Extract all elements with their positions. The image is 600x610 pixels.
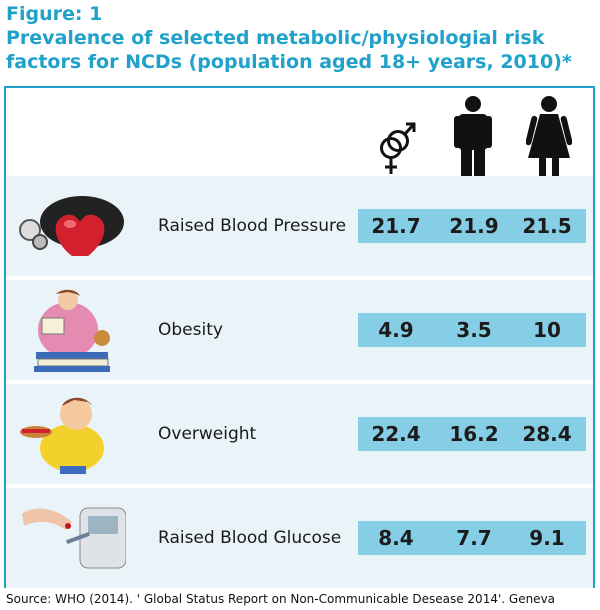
value-bar: 22.4 16.2 28.4 xyxy=(358,417,586,451)
value-both-sexes: 4.9 xyxy=(378,318,414,342)
source-note: Source: WHO (2014). ' Global Status Repo… xyxy=(6,592,556,606)
figure-label: Figure: 1 xyxy=(6,3,103,25)
female-figure-icon xyxy=(526,96,572,190)
value-female: 28.4 xyxy=(522,422,572,446)
blood-pressure-cuff-heart-icon xyxy=(19,196,124,256)
value-male: 7.7 xyxy=(456,526,492,550)
value-female: 9.1 xyxy=(529,526,565,550)
value-male: 16.2 xyxy=(449,422,499,446)
value-male: 21.9 xyxy=(449,214,499,238)
value-bar: 4.9 3.5 10 xyxy=(358,313,586,347)
row-label: Raised Blood Glucose xyxy=(158,528,342,548)
value-both-sexes: 21.7 xyxy=(371,214,421,238)
table-row: Raised Blood Pressure 21.7 21.9 21.5 xyxy=(6,176,593,276)
row-label: Raised Blood Pressure xyxy=(158,216,347,236)
row-label: Overweight xyxy=(158,424,257,444)
both-sexes-symbol-icon xyxy=(380,122,416,174)
value-both-sexes: 22.4 xyxy=(371,422,421,446)
obese-person-reading-icon xyxy=(34,289,110,372)
glucose-meter-icon xyxy=(22,507,126,569)
value-both-sexes: 8.4 xyxy=(378,526,414,550)
value-bar: 21.7 21.9 21.5 xyxy=(358,209,586,243)
value-female: 21.5 xyxy=(522,214,572,238)
table-row: Overweight 22.4 16.2 28.4 xyxy=(6,384,593,484)
table-row: Obesity 4.9 3.5 10 xyxy=(6,280,593,380)
male-figure-icon xyxy=(454,96,492,190)
figure-title-line-2: factors for NCDs (population aged 18+ ye… xyxy=(6,51,572,73)
value-bar: 8.4 7.7 9.1 xyxy=(358,521,586,555)
table-row: Raised Blood Glucose 8.4 7.7 9.1 xyxy=(6,488,593,588)
value-female: 10 xyxy=(533,318,561,342)
row-label: Obesity xyxy=(158,320,223,340)
overweight-man-eating-icon xyxy=(20,397,104,474)
figure-title-line-1: Prevalence of selected metabolic/physiol… xyxy=(6,27,545,49)
figure-title: Figure: 1 Prevalence of selected metabol… xyxy=(6,2,594,74)
value-male: 3.5 xyxy=(456,318,492,342)
